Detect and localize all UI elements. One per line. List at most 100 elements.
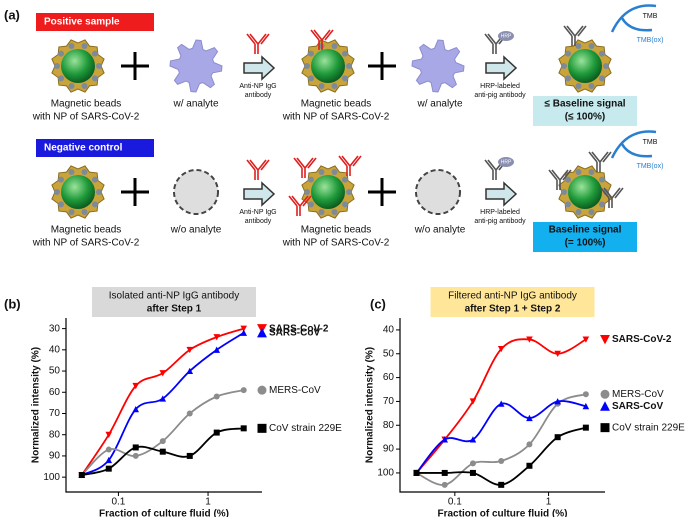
label: anti-pig antibody (474, 218, 526, 225)
np-protein (331, 169, 338, 176)
hrp-label: HRP (501, 33, 512, 39)
marker (582, 391, 589, 398)
np-protein (331, 208, 338, 215)
bead-core (568, 175, 602, 209)
marker (240, 387, 247, 394)
tag-box (36, 13, 154, 31)
plus (133, 52, 137, 80)
y-tick-label: 50 (383, 348, 395, 359)
marker (159, 395, 167, 402)
marker (213, 346, 221, 353)
y-tick-label: 40 (49, 344, 61, 355)
marker (240, 425, 247, 432)
step-arrow (485, 181, 518, 207)
legend-marker (600, 423, 610, 433)
analyte-virus (169, 39, 223, 93)
tmb-arrow (620, 143, 653, 158)
marker (105, 431, 113, 439)
legend-marker (257, 327, 267, 338)
label: Magnetic beads (301, 225, 372, 236)
legend-label: CoV strain 229E (269, 423, 342, 434)
signal-box (533, 96, 637, 126)
label: (≤ 100%) (565, 112, 606, 123)
marker (526, 441, 533, 448)
antibody (600, 187, 624, 208)
x-tick-label: 1 (546, 497, 552, 508)
label: w/o analyte (414, 225, 466, 236)
marker (526, 462, 533, 469)
marker (159, 438, 166, 445)
x-tick-label: 0.1 (111, 497, 125, 508)
tmb: TMB (643, 13, 658, 20)
label: ≤ Baseline signal (544, 99, 625, 110)
np-protein (81, 43, 88, 50)
bead-core (311, 49, 345, 83)
np-protein (588, 82, 595, 89)
np-protein (598, 50, 605, 57)
y-tick-label: 90 (49, 451, 61, 462)
hrp (498, 31, 514, 41)
y-tick-label: 100 (43, 472, 60, 483)
hrp (498, 157, 514, 167)
bead-core (568, 49, 602, 83)
legend-label: MERS-CoV (269, 385, 321, 396)
np-protein (81, 82, 88, 89)
np-protein (341, 75, 348, 82)
legend-marker (600, 334, 610, 345)
np-protein (91, 75, 98, 82)
plus (380, 178, 384, 206)
plus (380, 52, 384, 80)
marker (132, 444, 139, 451)
label: Magnetic beads (301, 99, 372, 110)
np-protein (91, 176, 98, 183)
marker (240, 325, 248, 332)
tmb-arrow (610, 130, 657, 159)
marker (213, 393, 220, 400)
np-protein (308, 50, 315, 57)
x-tick-label: 0.1 (448, 497, 462, 508)
y-tick-label: 70 (383, 396, 395, 407)
x-tick-label: 1 (205, 497, 211, 508)
marker (413, 469, 420, 476)
marker (186, 410, 193, 417)
np-protein (561, 63, 567, 69)
legend-label: SARS-CoV-2 (269, 323, 329, 334)
legend-label: SARS-CoV-2 (612, 334, 672, 345)
np-protein (318, 169, 325, 176)
marker (78, 472, 85, 479)
y-axis-title: Normalized intensity (%) (31, 347, 42, 463)
np-protein (54, 63, 60, 69)
marker (105, 456, 113, 464)
np-protein (575, 208, 582, 215)
np-protein (68, 82, 75, 89)
label: with NP of SARS-CoV-2 (32, 238, 140, 249)
np-protein (565, 75, 572, 82)
marker (498, 481, 505, 488)
marker (469, 398, 477, 405)
antibody (310, 29, 334, 50)
np-protein (603, 63, 609, 69)
tag-box (36, 139, 154, 157)
marker (469, 460, 476, 467)
label: (= 100%) (565, 238, 606, 249)
marker (497, 400, 505, 407)
legend-label: MERS-CoV (612, 389, 664, 400)
np-protein (575, 43, 582, 50)
marker (582, 402, 590, 410)
antibody (288, 195, 312, 216)
label: Magnetic beads (51, 99, 122, 110)
y-tick-label: 100 (377, 468, 394, 479)
marker (186, 346, 194, 354)
label: anti-pig antibody (474, 92, 526, 99)
marker (526, 336, 533, 343)
y-tick-label: 30 (49, 323, 61, 334)
np-protein (81, 169, 88, 176)
label: with NP of SARS-CoV-2 (32, 112, 140, 123)
marker (132, 452, 139, 459)
np-protein (96, 63, 102, 69)
marker (213, 334, 221, 341)
tmb-ox: TMB(ox) (637, 37, 664, 44)
panel-label: (b) (4, 296, 21, 311)
signal-box (533, 222, 637, 252)
